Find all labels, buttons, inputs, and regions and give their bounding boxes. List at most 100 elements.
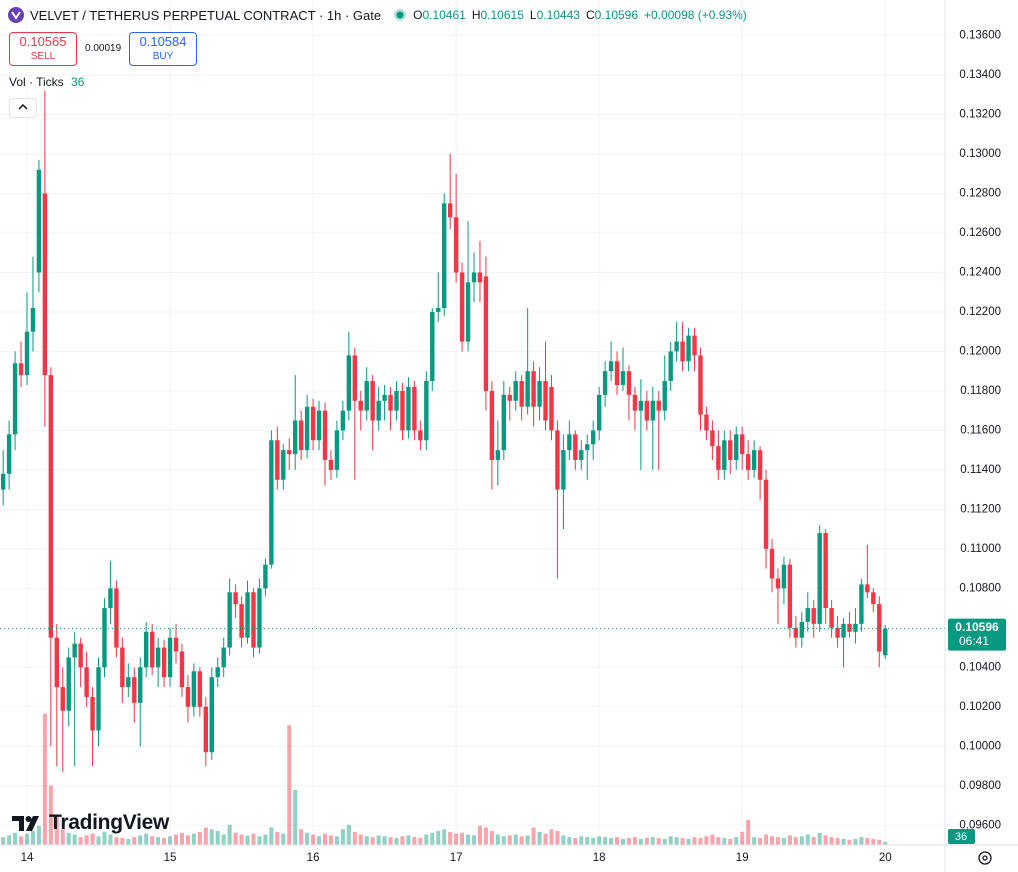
candle-body [221, 647, 226, 668]
candle-body [656, 400, 661, 411]
collapse-button[interactable] [9, 98, 37, 118]
y-tick-label: 0.11000 [960, 543, 1001, 555]
volume-bar [96, 836, 101, 845]
candle-body [346, 355, 352, 411]
volume-bar [543, 833, 548, 845]
candle-body [459, 272, 465, 342]
candle-body [245, 592, 250, 638]
candle-body [567, 434, 572, 451]
volume-bar [454, 833, 459, 845]
symbol-title[interactable]: VELVET / TETHERUS PERPETUAL CONTRACT · 1… [30, 7, 382, 23]
x-tick-label: 17 [450, 852, 463, 864]
candle-body [799, 621, 804, 638]
volume-bar [400, 836, 405, 845]
candle-body [298, 420, 304, 451]
settings-icon [978, 851, 992, 865]
volume-bar [328, 835, 333, 845]
volume-bar [239, 834, 244, 845]
y-tick-label: 0.12600 [959, 227, 1001, 239]
candle-body [239, 604, 244, 638]
volume-bar [185, 835, 190, 845]
volume-bar [585, 837, 590, 845]
candle-body [18, 363, 24, 376]
buy-button[interactable]: 0.10584 BUY [129, 32, 197, 66]
spread: 0.00019 [85, 43, 122, 54]
volume-bar [269, 827, 274, 845]
candle-body [871, 592, 876, 605]
volume-bar [293, 789, 298, 845]
volume-bar [60, 829, 65, 845]
candle-body [686, 335, 691, 362]
volume-bar [466, 834, 471, 845]
y-tick-label: 0.10200 [959, 701, 1001, 713]
volume-bar [84, 835, 89, 845]
volume-bar [805, 834, 810, 845]
candle-body [549, 386, 554, 431]
volume-bar [275, 831, 280, 845]
candle-body [489, 390, 495, 461]
candle-body [537, 381, 542, 407]
candle-body [519, 381, 524, 407]
candle-body [394, 390, 399, 411]
volume-bar [352, 831, 357, 845]
volume-bar [489, 831, 494, 845]
x-tick-label: 15 [164, 852, 177, 864]
volume-bar [752, 837, 757, 845]
candle-body [114, 588, 119, 648]
settings-button[interactable] [978, 851, 992, 865]
candle-body [436, 307, 441, 312]
candle-body [406, 386, 411, 431]
volume-bar [501, 836, 506, 845]
candle-body [602, 371, 608, 395]
volume-bar [156, 837, 161, 845]
candle-body [591, 430, 596, 445]
volume-bar [632, 837, 637, 845]
candle-body [877, 604, 882, 652]
candle-body [740, 434, 745, 455]
indicator-legend: Vol · Ticks 36 [9, 75, 84, 89]
candle-body [197, 671, 203, 707]
countdown: 06:41 [959, 634, 989, 648]
candle-body [680, 341, 685, 362]
y-tick-label: 0.11600 [960, 424, 1001, 436]
candle-body [138, 667, 143, 703]
volume-bar [519, 836, 524, 845]
last-price-tag [948, 618, 1006, 651]
indicator-name[interactable]: Vol · Ticks [9, 75, 64, 89]
candle-body [793, 627, 799, 638]
candle-body [84, 667, 89, 697]
candle-body [495, 450, 501, 461]
volume-bar [847, 839, 852, 845]
candle-body [90, 696, 95, 731]
volume-bar [388, 837, 393, 845]
watermark-logo [12, 816, 39, 831]
candle-body [102, 608, 107, 668]
candle-body [328, 460, 334, 470]
candle-body [144, 631, 149, 668]
sell-button[interactable]: 0.10565 SELL [9, 32, 77, 66]
volume-bar [650, 837, 655, 845]
candle-body [805, 608, 810, 622]
candle-body [620, 371, 626, 385]
volume-bar [334, 836, 339, 845]
h-value: 0.10615 [480, 8, 524, 22]
candle-body [358, 400, 363, 411]
volume-bar [764, 834, 769, 845]
volume-bar [621, 838, 625, 845]
candle-body [179, 651, 185, 688]
volume-bar [412, 837, 417, 845]
volume-bar [54, 817, 59, 845]
candle-body [781, 564, 787, 589]
volume-bar [317, 836, 322, 845]
volume-bar [579, 836, 584, 845]
y-tick-label: 0.10400 [959, 661, 1001, 673]
volume-bar [823, 835, 828, 845]
volume-bar [126, 838, 131, 845]
candle-body [751, 450, 757, 470]
volume-bar [72, 834, 77, 845]
candle-body [96, 667, 101, 731]
volume-bar [591, 838, 596, 845]
volume-bar [472, 835, 476, 845]
status-dot [394, 9, 407, 21]
